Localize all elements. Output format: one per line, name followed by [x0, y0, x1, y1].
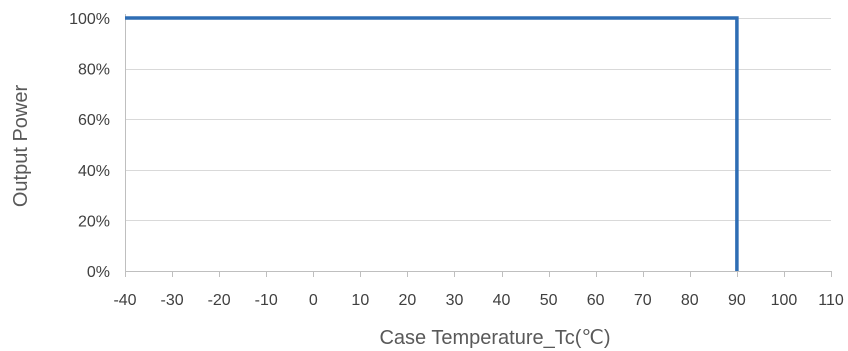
power-derating-line	[125, 16, 739, 271]
x-tick-label: 100	[771, 292, 798, 309]
x-tick-label: 50	[540, 292, 558, 309]
x-axis-title: Case Temperature_Tc(℃)	[379, 327, 610, 349]
x-tick-label: 60	[587, 292, 605, 309]
x-tick-label: -10	[255, 292, 278, 309]
y-axis-title: Output Power	[10, 85, 32, 208]
x-tick-label: 30	[446, 292, 464, 309]
x-tick-label: -40	[113, 292, 136, 309]
series-layer	[125, 16, 739, 271]
grid-layer	[125, 18, 831, 221]
y-tick-label: 80%	[78, 62, 110, 79]
x-tick-label: -20	[208, 292, 231, 309]
y-tick-label: 40%	[78, 163, 110, 180]
x-tick-label: 40	[493, 292, 511, 309]
y-tick-label: 100%	[69, 11, 110, 28]
axis-layer	[125, 14, 832, 277]
x-tick-label: 110	[818, 292, 844, 309]
x-tick-label: 20	[399, 292, 417, 309]
x-tick-label: 10	[351, 292, 369, 309]
x-tick-label: 0	[309, 292, 318, 309]
y-tick-label: 20%	[78, 213, 110, 230]
x-tick-label: 90	[728, 292, 746, 309]
x-tick-label: -30	[161, 292, 184, 309]
y-tick-label: 0%	[87, 264, 110, 281]
x-tick-label: 80	[681, 292, 699, 309]
y-tick-label: 60%	[78, 112, 110, 129]
x-tick-label: 70	[634, 292, 652, 309]
label-layer: -40 -30 -20 -10 0 10 20 30 40 50 60 70 80 90 100 110 0% 2…	[69, 11, 844, 309]
